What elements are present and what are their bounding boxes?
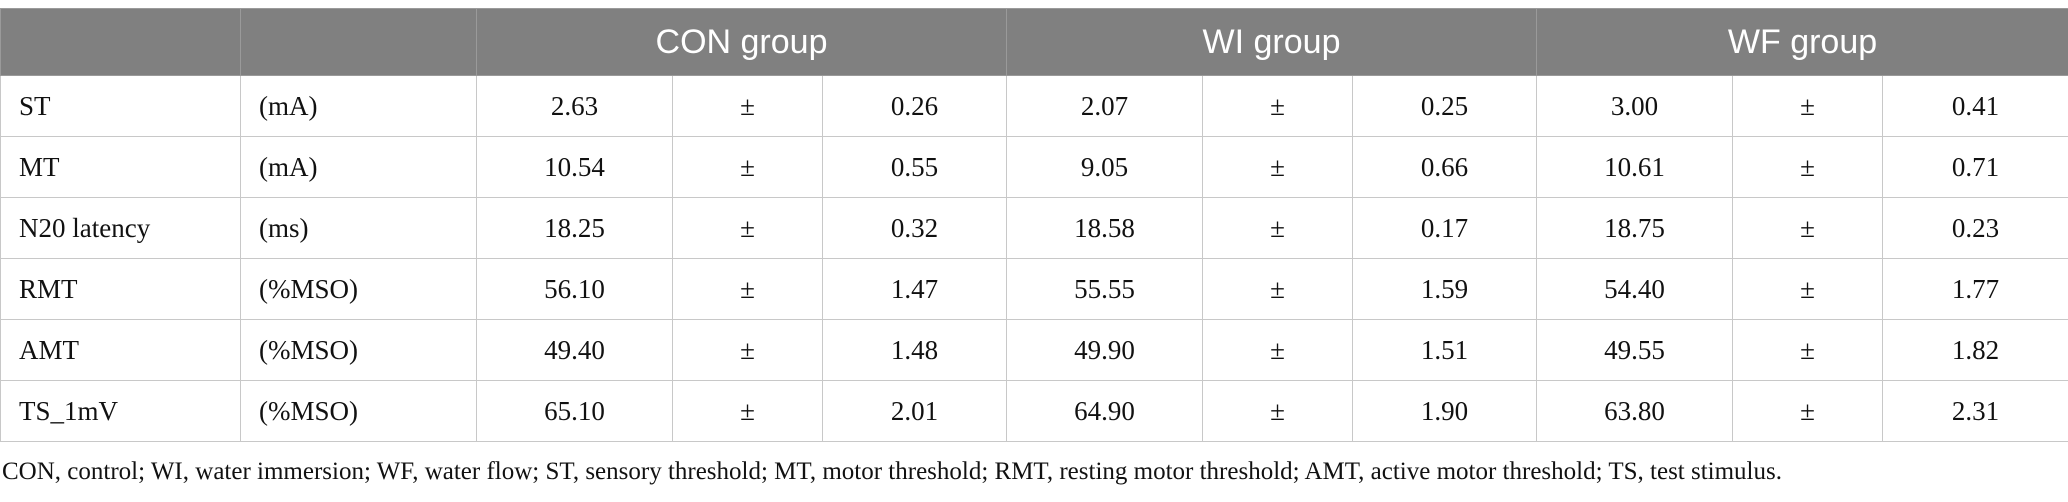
row-unit: (mA): [240, 75, 477, 137]
wf-pm: ±: [1732, 136, 1884, 198]
table-footnote: CON, control; WI, water immersion; WF, w…: [2, 458, 1782, 485]
wf-mean: 63.80: [1536, 380, 1734, 442]
wf-se: 0.23: [1882, 197, 2068, 259]
wi-mean: 9.05: [1006, 136, 1203, 198]
wf-mean: 49.55: [1536, 319, 1734, 381]
con-mean: 10.54: [476, 136, 673, 198]
table-row: ST (mA) 2.63 ± 0.26 2.07 ± 0.25 3.00 ± 0…: [0, 75, 2068, 137]
con-mean: 49.40: [476, 319, 673, 381]
header-wi-group: WI group: [1005, 8, 1538, 76]
wi-mean: 55.55: [1006, 258, 1203, 320]
table-row: AMT (%MSO) 49.40 ± 1.48 49.90 ± 1.51 49.…: [0, 319, 2068, 381]
con-se: 2.01: [822, 380, 1007, 442]
con-pm: ±: [672, 197, 823, 259]
con-mean: 2.63: [476, 75, 673, 137]
wf-mean: 3.00: [1536, 75, 1734, 137]
wf-se: 1.77: [1882, 258, 2068, 320]
table-row: MT (mA) 10.54 ± 0.55 9.05 ± 0.66 10.61 ±…: [0, 136, 2068, 198]
table-header-row: CON group WI group WF group: [0, 8, 2068, 76]
row-unit: (mA): [240, 136, 477, 198]
wf-se: 1.82: [1882, 319, 2068, 381]
wi-se: 1.59: [1351, 258, 1538, 320]
wi-se: 1.90: [1351, 380, 1538, 442]
wf-mean: 54.40: [1536, 258, 1734, 320]
row-unit: (%MSO): [240, 319, 477, 381]
wf-mean: 18.75: [1536, 197, 1734, 259]
row-label: MT: [0, 136, 241, 198]
wi-pm: ±: [1202, 75, 1353, 137]
con-mean: 18.25: [476, 197, 673, 259]
con-se: 0.32: [822, 197, 1007, 259]
wf-pm: ±: [1732, 197, 1884, 259]
wf-mean: 10.61: [1536, 136, 1734, 198]
wi-pm: ±: [1202, 136, 1353, 198]
table-row: RMT (%MSO) 56.10 ± 1.47 55.55 ± 1.59 54.…: [0, 258, 2068, 320]
wi-mean: 49.90: [1006, 319, 1203, 381]
row-label: TS_1mV: [0, 380, 241, 442]
wi-mean: 18.58: [1006, 197, 1203, 259]
wf-pm: ±: [1732, 319, 1884, 381]
data-table: CON group WI group WF group ST (mA) 2.63…: [0, 8, 2068, 442]
table-row: TS_1mV (%MSO) 65.10 ± 2.01 64.90 ± 1.90 …: [0, 380, 2068, 442]
con-pm: ±: [672, 380, 823, 442]
con-pm: ±: [672, 136, 823, 198]
wf-se: 2.31: [1882, 380, 2068, 442]
header-unit-cell: [240, 8, 477, 76]
wi-se: 0.17: [1351, 197, 1538, 259]
wi-pm: ±: [1202, 319, 1353, 381]
header-label-cell: [0, 8, 241, 76]
wf-pm: ±: [1732, 75, 1884, 137]
header-wf-group: WF group: [1536, 8, 2068, 76]
wi-pm: ±: [1202, 258, 1353, 320]
row-label: N20 latency: [0, 197, 241, 259]
wf-pm: ±: [1732, 258, 1884, 320]
con-se: 1.48: [822, 319, 1007, 381]
wi-pm: ±: [1202, 380, 1353, 442]
header-con-group: CON group: [476, 8, 1007, 76]
wi-pm: ±: [1202, 197, 1353, 259]
con-se: 0.55: [822, 136, 1007, 198]
wf-pm: ±: [1732, 380, 1884, 442]
con-mean: 56.10: [476, 258, 673, 320]
row-label: RMT: [0, 258, 241, 320]
table-row: N20 latency (ms) 18.25 ± 0.32 18.58 ± 0.…: [0, 197, 2068, 259]
wi-mean: 2.07: [1006, 75, 1203, 137]
row-unit: (%MSO): [240, 258, 477, 320]
row-label: ST: [0, 75, 241, 137]
row-label: AMT: [0, 319, 241, 381]
wi-se: 0.66: [1351, 136, 1538, 198]
con-mean: 65.10: [476, 380, 673, 442]
con-pm: ±: [672, 319, 823, 381]
wi-se: 0.25: [1351, 75, 1538, 137]
con-se: 1.47: [822, 258, 1007, 320]
row-unit: (%MSO): [240, 380, 477, 442]
row-unit: (ms): [240, 197, 477, 259]
con-pm: ±: [672, 258, 823, 320]
wf-se: 0.41: [1882, 75, 2068, 137]
wf-se: 0.71: [1882, 136, 2068, 198]
con-pm: ±: [672, 75, 823, 137]
wi-se: 1.51: [1351, 319, 1538, 381]
wi-mean: 64.90: [1006, 380, 1203, 442]
con-se: 0.26: [822, 75, 1007, 137]
